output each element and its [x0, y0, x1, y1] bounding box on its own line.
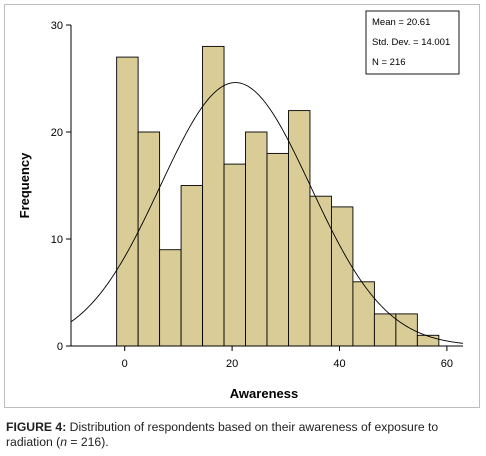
- histogram-bar-6: [223, 163, 246, 347]
- histogram-bar-12: [352, 281, 375, 347]
- y-tick-label-30: 30: [51, 20, 63, 32]
- stats-mean: Mean = 20.61: [372, 17, 430, 28]
- x-tick-label-0: 0: [122, 358, 128, 370]
- stats-box-border: [365, 10, 460, 75]
- caption-text-after: = 216).: [66, 435, 109, 449]
- caption-label: FIGURE 4:: [6, 420, 67, 434]
- caption-italic-n: n: [60, 435, 67, 449]
- normal-curve: [70, 82, 464, 344]
- histogram-bar-2: [137, 131, 161, 347]
- histogram-bar-13: [373, 313, 397, 347]
- histogram-bar-1: [116, 56, 139, 347]
- axes-group: 0 10 20 30 0 20 40 60: [51, 20, 463, 370]
- histogram-chart: 0 10 20 30 0 20 40 60 Awareness Frequency Mean …: [17, 10, 464, 401]
- y-axis-title: Frequency: [17, 152, 32, 219]
- x-tick-label-60: 60: [441, 358, 453, 370]
- histogram-bar-3: [159, 249, 182, 347]
- histogram-bar-11: [330, 206, 354, 347]
- x-tick-label-40: 40: [333, 358, 345, 370]
- histogram-bar-10: [309, 195, 332, 347]
- bars-group: [116, 45, 440, 347]
- histogram-bar-9: [288, 110, 311, 347]
- figure-frame: 0 10 20 30 0 20 40 60 Awareness Frequency Mean …: [4, 4, 480, 408]
- x-tick-label-20: 20: [226, 358, 238, 370]
- histogram-bar-15: [416, 334, 440, 347]
- histogram-bar-5: [202, 45, 225, 347]
- histogram-bar-8: [266, 152, 289, 347]
- caption-text-before: Distribution of respondents based on the…: [6, 420, 439, 449]
- stats-box: Mean = 20.61 Std. Dev. = 14.001 N = 216: [365, 10, 460, 75]
- y-tick-label-0: 0: [57, 341, 63, 353]
- y-tick-label-10: 10: [51, 234, 63, 246]
- figure-caption: FIGURE 4: Distribution of respondents ba…: [6, 420, 480, 450]
- x-axis-title: Awareness: [230, 386, 298, 401]
- stats-n: N = 216: [372, 57, 406, 68]
- y-tick-label-20: 20: [51, 127, 63, 139]
- histogram-bar-4: [180, 185, 204, 347]
- stats-sd: Std. Dev. = 14.001: [372, 37, 450, 48]
- histogram-bar-7: [245, 131, 268, 347]
